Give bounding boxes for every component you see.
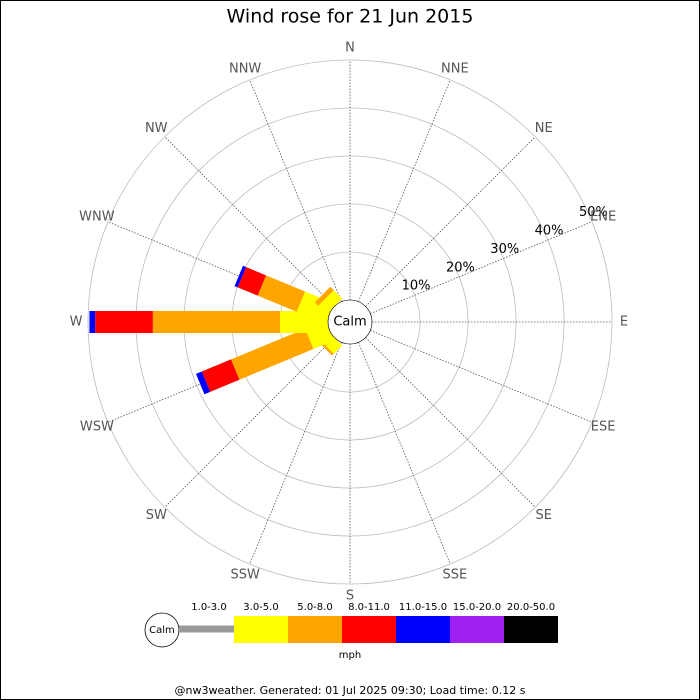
direction-label: SSE: [442, 568, 467, 583]
legend-label: 11.0-15.0: [399, 602, 447, 613]
bar-segment: [89, 311, 96, 333]
calm-label: Calm: [333, 315, 366, 330]
legend-swatch: [234, 616, 288, 643]
direction-label: WSW: [80, 419, 114, 434]
r-tick-label: 10%: [402, 279, 431, 294]
direction-line: [249, 79, 342, 302]
legend-label: 3.0-5.0: [243, 602, 278, 613]
bar-segment: [237, 267, 267, 296]
direction-line: [164, 337, 335, 508]
r-tick-label: 20%: [446, 260, 475, 275]
legend-calm-label: Calm: [149, 625, 175, 636]
bar-segment: [314, 286, 334, 306]
legend-swatch: [288, 616, 342, 643]
direction-label: ENE: [590, 210, 616, 225]
bar-segment: [257, 275, 306, 312]
chart-title: Wind rose for 21 Jun 2015: [227, 6, 474, 28]
bar-segment: [201, 359, 240, 392]
direction-line: [370, 330, 593, 423]
legend-swatch: [450, 616, 504, 643]
direction-label: NNW: [229, 61, 261, 76]
direction-label: NNE: [441, 61, 469, 76]
r-tick-label: 30%: [490, 242, 519, 257]
direction-line: [249, 342, 342, 565]
direction-label: SE: [536, 508, 552, 523]
bar-segment: [152, 311, 280, 333]
direction-label: W: [70, 315, 83, 330]
legend-label: 8.0-11.0: [348, 602, 390, 613]
direction-line: [365, 337, 536, 508]
footer: @nw3weather. Generated: 01 Jul 2025 09:3…: [175, 684, 526, 697]
grid-ring: [87, 59, 613, 585]
legend-label: 20.0-50.0: [507, 602, 555, 613]
direction-label: SW: [146, 508, 167, 523]
calm-circle: [327, 299, 373, 345]
direction-label: WNW: [79, 210, 115, 225]
legend-swatch: [342, 616, 396, 643]
direction-line: [164, 136, 335, 307]
bar-segment: [296, 291, 334, 324]
legend-swatch: [396, 616, 450, 643]
direction-line: [365, 136, 536, 307]
direction-label: ESE: [591, 419, 616, 434]
direction-label: S: [346, 589, 354, 604]
legend-label: 5.0-8.0: [297, 602, 332, 613]
legend-label: 1.0-3.0: [191, 602, 226, 613]
direction-line: [370, 221, 593, 314]
legend-label: 15.0-20.0: [453, 602, 501, 613]
direction-label: SSW: [230, 568, 260, 583]
r-tick-label: 50%: [579, 205, 608, 220]
direction-label: NW: [145, 121, 168, 136]
r-tick-label: 40%: [535, 224, 564, 239]
direction-label: NE: [535, 121, 553, 136]
bar-segment: [195, 371, 211, 395]
bar-segment: [234, 265, 247, 288]
bar-segment: [318, 290, 343, 315]
legend-swatch: [504, 616, 558, 643]
direction-label: E: [620, 315, 628, 330]
unit-label: mph: [339, 650, 361, 661]
direction-line: [358, 342, 451, 565]
direction-line: [358, 79, 451, 302]
direction-label: N: [345, 41, 355, 56]
bar-segment: [95, 311, 153, 333]
bar-segment: [231, 328, 314, 380]
